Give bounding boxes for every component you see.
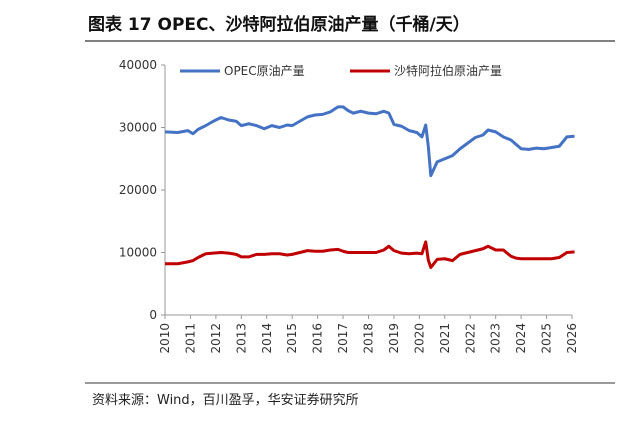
x-tick-label: 2025 — [540, 323, 554, 354]
x-tick-label: 2020 — [412, 323, 426, 354]
x-tick-label: 2015 — [285, 323, 299, 354]
y-tick-label: 40000 — [119, 58, 157, 72]
y-tick-label: 20000 — [119, 183, 157, 197]
x-tick-label: 2026 — [565, 323, 579, 354]
x-tick-label: 2019 — [387, 323, 401, 354]
legend-label: OPEC原油产量 — [224, 64, 305, 78]
series-line — [165, 240, 575, 269]
x-tick-label: 2023 — [489, 323, 503, 354]
x-tick-label: 2010 — [158, 323, 172, 354]
chart-title: 图表 17 OPEC、沙特阿拉伯原油产量（千桶/天） — [88, 14, 470, 35]
y-tick-label: 10000 — [119, 246, 157, 260]
x-tick-label: 2021 — [438, 323, 452, 354]
x-tick-label: 2011 — [183, 323, 197, 354]
x-tick-label: 2024 — [514, 323, 528, 354]
x-tick-label: 2014 — [260, 323, 274, 354]
plot: 0 10000 20000 30000 40000 2010 2011 2012 2013 201… — [119, 58, 579, 354]
x-tick-label: 2022 — [463, 323, 477, 354]
x-tick-label: 2016 — [311, 323, 325, 354]
x-tick-label: 2017 — [336, 323, 350, 354]
x-tick-label: 2013 — [234, 323, 248, 354]
legend-label: 沙特阿拉伯原油产量 — [394, 63, 502, 78]
source: 资料来源：Wind，百川盈孚，华安证券研究所 — [92, 392, 359, 408]
x-tick-label: 2018 — [362, 323, 376, 354]
y-tick-label: 30000 — [119, 121, 157, 135]
series-line — [164, 105, 575, 178]
y-tick-label: 0 — [149, 308, 157, 322]
x-tick-label: 2012 — [209, 323, 223, 354]
